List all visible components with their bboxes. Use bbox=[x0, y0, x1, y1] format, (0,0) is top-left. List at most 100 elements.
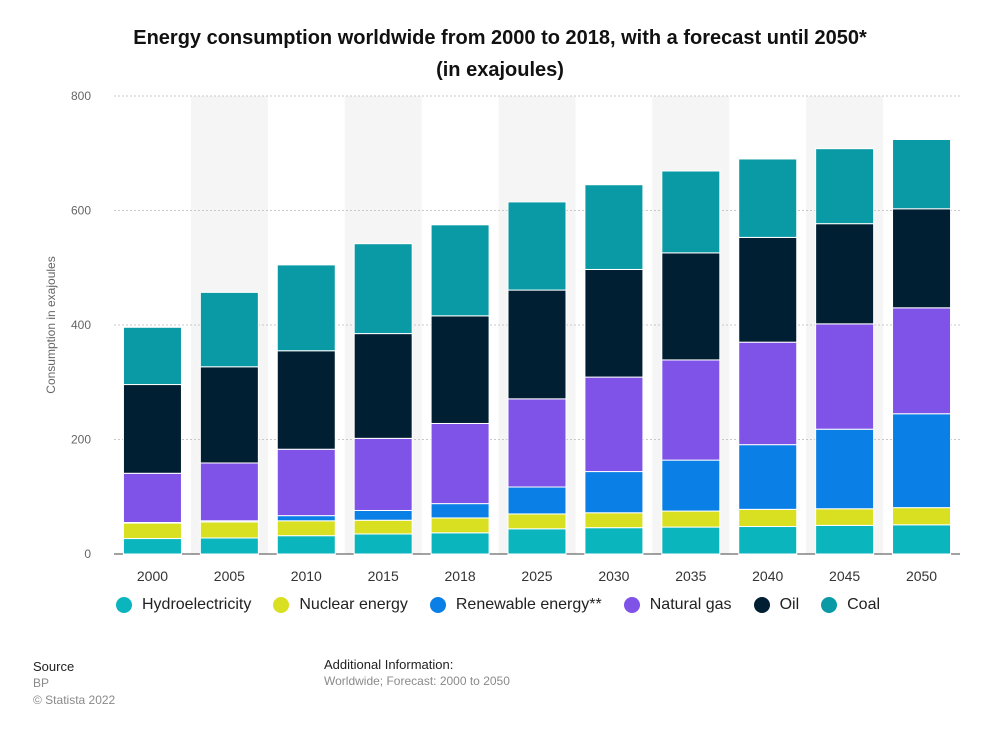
bar-segment-coal bbox=[122, 326, 182, 386]
bar-segment-renewable-energy bbox=[276, 515, 336, 522]
bar-segment-coal bbox=[584, 184, 644, 270]
legend-dot-oil bbox=[753, 597, 770, 613]
legend-label-nuclear-energy: Nuclear energy bbox=[299, 596, 408, 613]
bar-segment-nuclear-energy bbox=[738, 508, 798, 528]
bar-segment-nuclear-energy bbox=[661, 510, 721, 528]
copyright[interactable]: © Statista 2022 bbox=[33, 693, 116, 707]
legend-label-coal: Coal bbox=[847, 596, 881, 613]
legend-item-natural-gas[interactable]: Natural gas bbox=[623, 596, 732, 614]
bar-segment-hydroelectricity bbox=[738, 526, 798, 555]
bar-segment-nuclear-energy bbox=[892, 507, 952, 526]
bar-segment-natural-gas bbox=[661, 359, 721, 461]
bar-segment-hydroelectricity bbox=[199, 537, 259, 555]
legend-dot-natural-gas bbox=[623, 597, 640, 613]
bar-segment-natural-gas bbox=[199, 462, 259, 522]
bar-segment-renewable-energy bbox=[430, 503, 490, 519]
additional-info-label: Additional Information: bbox=[324, 657, 454, 672]
bar-segment-natural-gas bbox=[892, 307, 952, 415]
legend-item-oil[interactable]: Oil bbox=[753, 596, 800, 614]
bar-segment-oil bbox=[122, 384, 182, 474]
x-tick-label: 2005 bbox=[214, 568, 245, 584]
x-tick-label: 2050 bbox=[906, 568, 937, 584]
x-tick-label: 2010 bbox=[291, 568, 322, 584]
source-label: Source bbox=[33, 659, 75, 674]
legend-item-coal[interactable]: Coal bbox=[821, 596, 880, 614]
bar-segment-natural-gas bbox=[430, 422, 490, 505]
additional-info-value: Worldwide; Forecast: 2000 to 2050 bbox=[324, 674, 510, 688]
bar-segment-hydroelectricity bbox=[661, 526, 721, 555]
legend-item-hydroelectricity[interactable]: Hydroelectricity bbox=[116, 596, 251, 614]
bar-segment-oil bbox=[276, 350, 336, 450]
legend-dot-hydroelectricity bbox=[116, 597, 132, 613]
bar-segment-oil bbox=[199, 366, 259, 464]
bar-segment-natural-gas bbox=[353, 437, 413, 511]
x-tick-label: 2035 bbox=[675, 568, 706, 584]
bar-segment-natural-gas bbox=[276, 448, 336, 517]
bar-segment-oil bbox=[892, 208, 952, 309]
bar-segment-oil bbox=[815, 223, 875, 325]
y-tick-label: 200 bbox=[71, 433, 91, 447]
chart-legend: Hydroelectricity Nuclear energy Renewabl… bbox=[116, 596, 902, 614]
bar-segment-hydroelectricity bbox=[815, 524, 875, 555]
bar-segment-hydroelectricity bbox=[122, 538, 182, 555]
bar-segment-coal bbox=[815, 148, 875, 225]
legend-dot-coal bbox=[821, 597, 838, 613]
bar-segment-renewable-energy bbox=[353, 509, 413, 521]
y-axis-title: Consumption in exajoules bbox=[44, 256, 58, 393]
bar-segment-oil bbox=[661, 252, 721, 361]
bar-segment-coal bbox=[661, 170, 721, 254]
bar-segment-hydroelectricity bbox=[892, 524, 952, 555]
bar-segment-hydroelectricity bbox=[507, 528, 567, 555]
bar-segment-nuclear-energy bbox=[584, 512, 644, 529]
bar-segment-natural-gas bbox=[507, 398, 567, 488]
legend-item-renewable-energy[interactable]: Renewable energy** bbox=[429, 596, 602, 614]
bar-segment-hydroelectricity bbox=[276, 535, 336, 555]
legend-label-natural-gas: Natural gas bbox=[649, 596, 732, 613]
legend-dot-nuclear-energy bbox=[273, 597, 290, 613]
bar-segment-nuclear-energy bbox=[430, 517, 490, 534]
bar-segment-renewable-energy bbox=[661, 459, 721, 512]
x-tick-label: 2015 bbox=[368, 568, 399, 584]
bar-segment-natural-gas bbox=[815, 323, 875, 430]
bar-segment-hydroelectricity bbox=[430, 532, 490, 555]
bar-segment-coal bbox=[507, 201, 567, 291]
bar-segment-oil bbox=[353, 333, 413, 439]
bar-segment-oil bbox=[738, 236, 798, 343]
bar-segment-coal bbox=[738, 158, 798, 238]
bar-segment-nuclear-energy bbox=[276, 520, 336, 537]
bar-segment-renewable-energy bbox=[815, 428, 875, 510]
bar-segment-oil bbox=[584, 268, 644, 378]
bar-segment-nuclear-energy bbox=[507, 513, 567, 530]
bar-segment-renewable-energy bbox=[507, 486, 567, 515]
bar-segment-nuclear-energy bbox=[122, 522, 182, 540]
bar-segment-coal bbox=[892, 139, 952, 210]
bar-segment-coal bbox=[430, 224, 490, 317]
stacked-bar-chart: 0 200 400 600 800 Consumption in exajoules 200… bbox=[44, 89, 960, 584]
x-tick-label: 2045 bbox=[829, 568, 860, 584]
bar-segment-natural-gas bbox=[122, 472, 182, 524]
y-tick-label: 600 bbox=[71, 204, 91, 218]
source-block: Source BP © Statista 2022 bbox=[33, 658, 115, 709]
bar-segment-coal bbox=[276, 264, 336, 352]
legend-label-oil: Oil bbox=[779, 596, 800, 613]
x-tick-label: 2030 bbox=[598, 568, 629, 584]
bar-segment-natural-gas bbox=[584, 376, 644, 473]
bar-segment-oil bbox=[430, 315, 490, 424]
bar-segment-coal bbox=[199, 291, 259, 368]
x-tick-label: 2018 bbox=[445, 568, 476, 584]
x-tick-label: 2040 bbox=[752, 568, 783, 584]
bar-segment-renewable-energy bbox=[892, 413, 952, 509]
chart-title: Energy consumption worldwide from 2000 t… bbox=[133, 27, 867, 81]
bar-segment-renewable-energy bbox=[584, 471, 644, 514]
legend-item-nuclear-energy[interactable]: Nuclear energy bbox=[273, 596, 408, 614]
bar-segment-nuclear-energy bbox=[815, 508, 875, 526]
bar-segment-coal bbox=[353, 243, 413, 335]
legend-dot-renewable-energy bbox=[429, 597, 446, 613]
x-tick-label: 2025 bbox=[521, 568, 552, 584]
source-value[interactable]: BP bbox=[33, 676, 50, 690]
bar-segment-nuclear-energy bbox=[353, 519, 413, 535]
x-tick-label: 2000 bbox=[137, 568, 168, 584]
additional-info-block: Additional Information: Worldwide; Forec… bbox=[324, 656, 510, 690]
bar-segment-hydroelectricity bbox=[584, 527, 644, 555]
bar-segment-hydroelectricity bbox=[353, 533, 413, 555]
